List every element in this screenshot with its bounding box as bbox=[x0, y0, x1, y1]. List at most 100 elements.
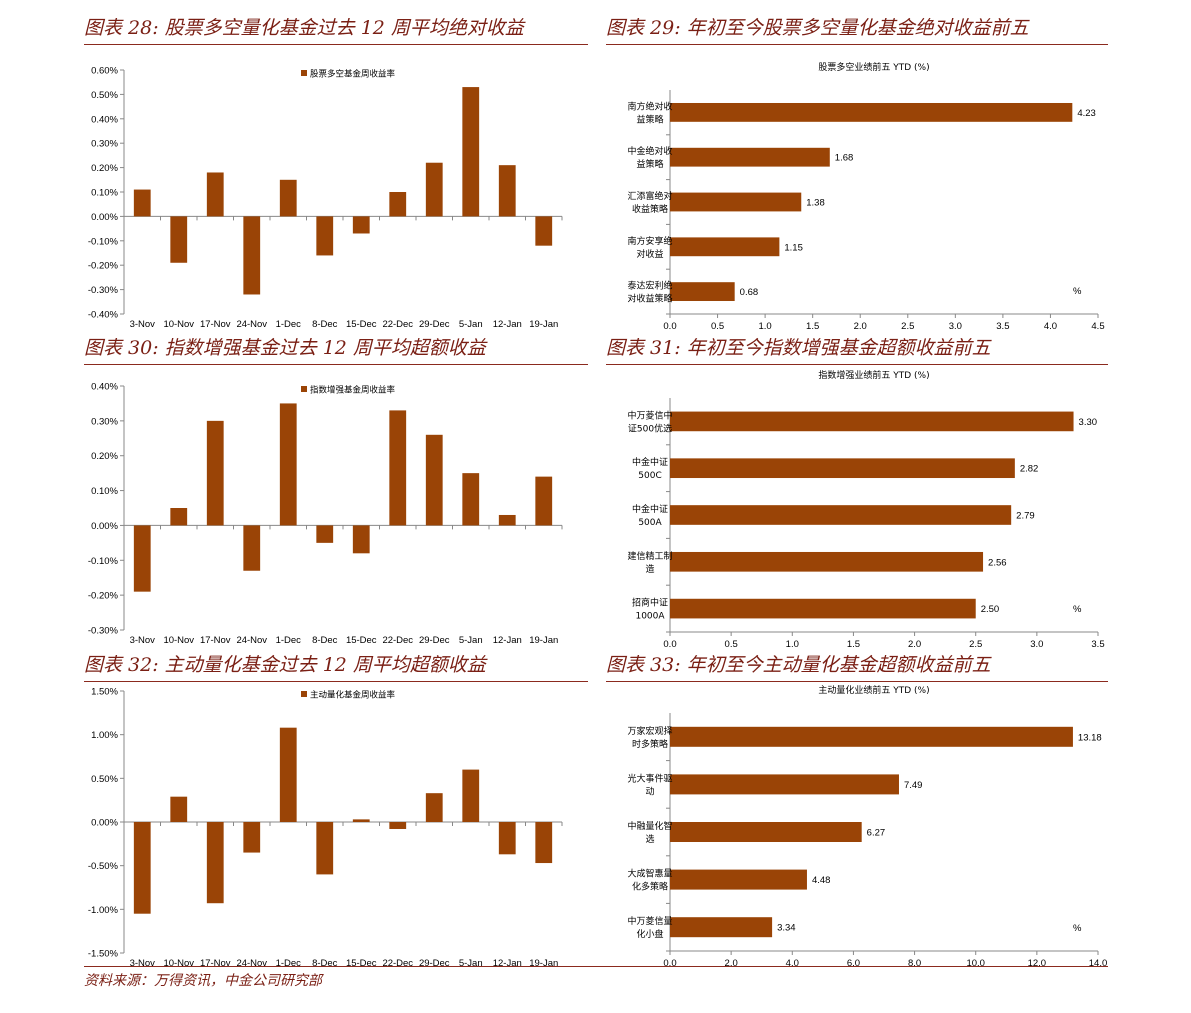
x-tick-label: 8.0 bbox=[908, 958, 921, 969]
legend-label: 指数增强基金周收益率 bbox=[310, 385, 396, 396]
bar bbox=[425, 434, 443, 526]
data-label: 1.15 bbox=[784, 242, 803, 253]
x-tick-label: 15-Dec bbox=[346, 635, 377, 646]
data-label: 1.38 bbox=[806, 198, 825, 209]
y-tick-label: -0.50% bbox=[88, 861, 119, 872]
x-tick-label: 2.0 bbox=[908, 639, 921, 650]
x-tick-label: 5-Jan bbox=[459, 958, 483, 969]
y-category-label: 万家宏观择 bbox=[627, 725, 672, 737]
x-tick-label: 12.0 bbox=[1028, 958, 1047, 969]
x-tick-label: 17-Nov bbox=[200, 635, 231, 646]
x-tick-label: 1-Dec bbox=[276, 319, 302, 330]
bar bbox=[535, 476, 553, 526]
title-rule bbox=[606, 681, 1108, 682]
bar bbox=[352, 525, 370, 554]
data-label: 4.23 bbox=[1077, 108, 1096, 119]
bar bbox=[170, 216, 188, 263]
unit-label: % bbox=[1073, 286, 1082, 297]
chart-title: 图表 28: 股票多空量化基金过去 12 周平均绝对收益 bbox=[84, 17, 524, 39]
x-tick-label: 8-Dec bbox=[312, 635, 338, 646]
x-tick-label: 0.5 bbox=[725, 639, 738, 650]
chart-panel-32: 图表 32: 主动量化基金过去 12 周平均超额收益 -1.50% -1.00% -… bbox=[84, 651, 588, 969]
x-tick-label: 3-Nov bbox=[130, 635, 156, 646]
x-tick-label: 3-Nov bbox=[130, 958, 156, 969]
bar bbox=[279, 403, 297, 526]
bar bbox=[670, 822, 862, 842]
chart-panel-29: 图表 29: 年初至今股票多空量化基金绝对收益前五 股票多空业绩前五 YTD (… bbox=[606, 14, 1108, 332]
bar bbox=[498, 822, 516, 855]
x-tick-label: 12-Jan bbox=[493, 958, 522, 969]
y-tick-label: 1.00% bbox=[91, 730, 118, 741]
x-tick-label: 4.5 bbox=[1091, 321, 1104, 332]
y-category-label: 招商中证 bbox=[632, 597, 668, 609]
footer-rule bbox=[84, 966, 1108, 967]
bar bbox=[670, 147, 830, 167]
y-category-label: 对收益策略 bbox=[627, 293, 672, 305]
x-tick-label: 10-Nov bbox=[163, 319, 194, 330]
chart-inner-title: 股票多空业绩前五 YTD (%) bbox=[818, 61, 929, 73]
data-label: 7.49 bbox=[904, 780, 923, 791]
y-category-label: 中金中证 bbox=[632, 503, 668, 515]
y-tick-label: 0.40% bbox=[91, 382, 118, 393]
x-tick-label: 19-Jan bbox=[529, 958, 558, 969]
source-note: 资料来源：万得资讯，中金公司研究部 bbox=[84, 973, 322, 989]
x-tick-label: 1.0 bbox=[759, 321, 772, 332]
y-tick-label: 1.50% bbox=[91, 687, 118, 698]
bar bbox=[243, 822, 261, 853]
x-tick-label: 1.5 bbox=[806, 321, 819, 332]
y-tick-label: 0.10% bbox=[91, 188, 118, 199]
bar bbox=[670, 917, 773, 938]
x-tick-label: 12-Jan bbox=[493, 635, 522, 646]
y-category-label: 汇添富绝对 bbox=[627, 190, 672, 202]
x-tick-label: 17-Nov bbox=[200, 319, 231, 330]
y-category-label: 选 bbox=[645, 833, 654, 845]
chart-inner-title: 主动量化业绩前五 YTD (%) bbox=[818, 684, 929, 696]
y-category-label: 收益策略 bbox=[632, 203, 668, 215]
bar bbox=[243, 216, 261, 295]
x-tick-label: 17-Nov bbox=[200, 958, 231, 969]
x-tick-label: 5-Jan bbox=[459, 319, 483, 330]
bar bbox=[670, 774, 899, 795]
y-category-label: 500A bbox=[638, 518, 662, 528]
y-tick-label: -0.30% bbox=[88, 626, 119, 637]
data-label: 4.48 bbox=[812, 875, 831, 886]
y-category-label: 1000A bbox=[635, 612, 665, 622]
chart-svg: 主动量化业绩前五 YTD (%) 0.0 2.0 4.0 6.0 8.0 10.0 12.0 1… bbox=[627, 684, 1107, 969]
x-tick-label: 1.0 bbox=[786, 639, 799, 650]
y-category-label: 对收益 bbox=[636, 248, 663, 260]
data-label: 2.82 bbox=[1020, 464, 1039, 475]
chart-title: 图表 31: 年初至今指数增强基金超额收益前五 bbox=[606, 337, 991, 359]
y-category-label: 益策略 bbox=[636, 158, 663, 170]
y-category-label: 中金中证 bbox=[632, 456, 668, 468]
y-tick-label: 0.00% bbox=[91, 521, 118, 532]
x-tick-label: 19-Jan bbox=[529, 635, 558, 646]
title-rule bbox=[606, 44, 1108, 45]
chart-panel-30: 图表 30: 指数增强基金过去 12 周平均超额收益 -0.30% -0.20% -… bbox=[84, 334, 588, 646]
unit-label: % bbox=[1073, 923, 1082, 934]
bar bbox=[279, 179, 297, 217]
bar bbox=[425, 162, 443, 217]
x-tick-label: 8-Dec bbox=[312, 958, 338, 969]
x-tick-label: 12-Jan bbox=[493, 319, 522, 330]
y-category-label: 中金绝对收 bbox=[627, 145, 672, 157]
x-tick-label: 0.0 bbox=[663, 958, 676, 969]
y-category-label: 化多策略 bbox=[632, 881, 668, 893]
bar bbox=[133, 525, 151, 592]
y-tick-label: -0.10% bbox=[88, 236, 119, 247]
y-category-label: 500C bbox=[638, 471, 661, 481]
chart-svg: -0.40% -0.30% -0.20% -0.10% 0.00% 0.10% 0.20% 0… bbox=[88, 66, 563, 330]
x-tick-label: 3.0 bbox=[949, 321, 962, 332]
bar bbox=[670, 551, 984, 572]
data-label: 3.34 bbox=[777, 923, 796, 934]
bar bbox=[670, 598, 976, 619]
bar bbox=[243, 525, 261, 571]
y-category-label: 造 bbox=[645, 563, 654, 575]
x-tick-label: 1.5 bbox=[847, 639, 860, 650]
bar bbox=[389, 192, 407, 217]
x-tick-label: 3-Nov bbox=[130, 319, 156, 330]
bar bbox=[670, 458, 1015, 479]
bar bbox=[170, 796, 188, 822]
bar bbox=[498, 165, 516, 217]
chart-title: 图表 32: 主动量化基金过去 12 周平均超额收益 bbox=[84, 654, 486, 676]
y-category-label: 化小盘 bbox=[636, 928, 663, 940]
